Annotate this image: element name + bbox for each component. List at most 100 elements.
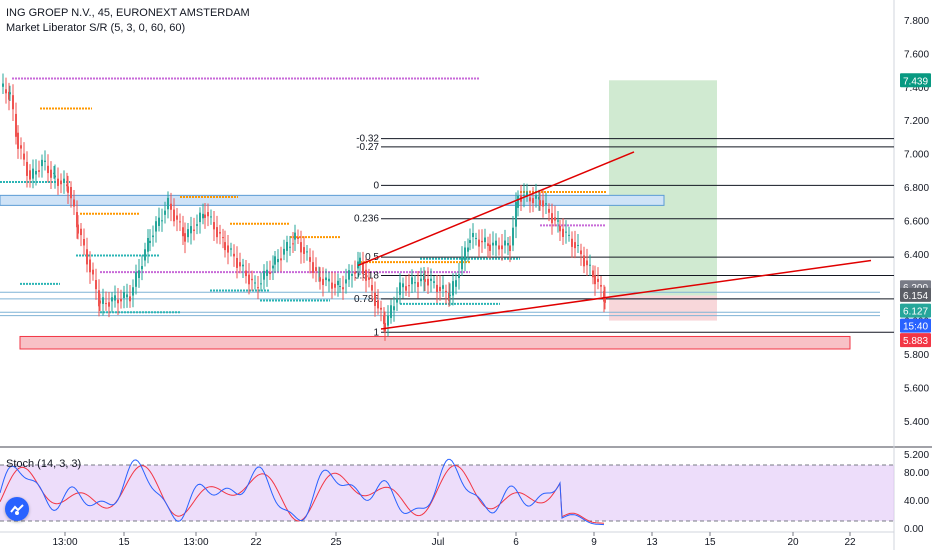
countdown-tag: 15:40: [903, 322, 928, 333]
candle-body: [594, 275, 596, 285]
candle-body: [35, 170, 37, 175]
candle-body: [464, 247, 466, 261]
candle-body: [545, 203, 547, 205]
candle-body: [331, 282, 333, 289]
stop-price-tag: 5.883: [903, 336, 928, 347]
candle-body: [387, 315, 389, 326]
candle-body: [292, 243, 294, 245]
candle-body: [67, 186, 69, 193]
candle-body: [108, 302, 110, 307]
candle-body: [77, 224, 79, 234]
candle-body: [430, 278, 432, 281]
candle-body: [57, 178, 59, 186]
fib-level-label: 1: [373, 327, 379, 338]
candle-body: [80, 228, 82, 236]
candle-body: [38, 170, 40, 172]
price-axis-label: 7.000: [904, 150, 929, 161]
candle-body: [257, 287, 259, 289]
candle-body: [498, 245, 500, 250]
candle-body: [86, 249, 88, 265]
candle-body: [318, 271, 320, 273]
candle-body: [222, 237, 224, 239]
candle-body: [129, 296, 131, 302]
candle-body: [190, 226, 192, 234]
candle-body: [411, 277, 413, 285]
candle-body: [339, 286, 341, 288]
trendlines: [357, 151, 872, 330]
candle-body: [589, 264, 591, 266]
candle-body: [592, 270, 594, 278]
candle-body: [461, 256, 463, 270]
candle-body: [408, 285, 410, 287]
candle-body: [309, 257, 311, 262]
candle-body: [433, 281, 435, 283]
long-position-stop-zone: [609, 295, 717, 321]
price-axis-label: 7.800: [904, 16, 929, 27]
candle-body: [73, 199, 75, 207]
candle-body: [193, 229, 195, 231]
stoch-band: [0, 465, 894, 521]
candle-body: [504, 240, 506, 246]
candle-body: [216, 227, 218, 238]
fib-level-label: 0.236: [354, 214, 379, 225]
tradingview-logo-icon[interactable]: [5, 497, 29, 521]
target-price-tag: 7.439: [903, 76, 928, 87]
candle-body: [458, 274, 460, 279]
candle-body: [245, 270, 247, 277]
candle-body: [445, 290, 447, 293]
candle-body: [47, 165, 49, 174]
candle-body: [266, 269, 268, 276]
candle-body: [571, 238, 573, 247]
price-axis-label: 5.400: [904, 417, 929, 428]
candle-body: [487, 243, 489, 246]
candle-body: [199, 212, 201, 223]
candle-body: [53, 172, 55, 174]
stoch-axis-label: 0.00: [904, 524, 924, 535]
candle-body: [551, 213, 553, 224]
candle-body: [600, 285, 602, 287]
candle-body: [66, 184, 68, 187]
time-axis-label: 15: [704, 537, 716, 548]
candle-body: [472, 233, 474, 238]
time-axis-label: 13:00: [183, 537, 208, 548]
stoch-label: Stoch (14, 3, 3): [6, 458, 82, 470]
candle-body: [147, 238, 149, 252]
candle-body: [603, 291, 605, 302]
candle-body: [442, 285, 444, 289]
candle-body: [383, 315, 385, 325]
candle-body: [182, 227, 184, 237]
candle-body: [423, 273, 425, 281]
candle-body: [210, 216, 212, 218]
stoch-axis-label: 80.00: [904, 468, 929, 479]
candle-body: [512, 227, 514, 246]
candle-body: [41, 159, 43, 167]
fib-level-label: 0: [373, 180, 379, 191]
candle-body: [132, 287, 134, 296]
candle-body: [351, 273, 353, 276]
candle-body: [371, 284, 373, 291]
candle-body: [469, 240, 471, 243]
candle-body: [9, 92, 11, 95]
candle-body: [297, 237, 299, 239]
candle-body: [83, 238, 85, 246]
resistance-zone-blue: [0, 194, 665, 206]
candle-body: [402, 283, 404, 288]
upper-trendline: [357, 151, 635, 267]
candle-body: [294, 232, 296, 240]
candle-body: [526, 192, 528, 197]
candle-body: [390, 305, 392, 318]
candle-body: [135, 272, 137, 287]
time-axis-label: 15: [118, 537, 130, 548]
candle-body: [5, 89, 7, 94]
candle-body: [380, 307, 382, 310]
candle-body: [489, 244, 491, 251]
candle-body: [319, 277, 321, 282]
candle-body: [515, 202, 517, 227]
candle-body: [207, 212, 209, 217]
candle-body: [574, 242, 576, 249]
candle-body: [15, 113, 17, 137]
candle-body: [213, 222, 215, 230]
candle-body: [102, 297, 104, 304]
